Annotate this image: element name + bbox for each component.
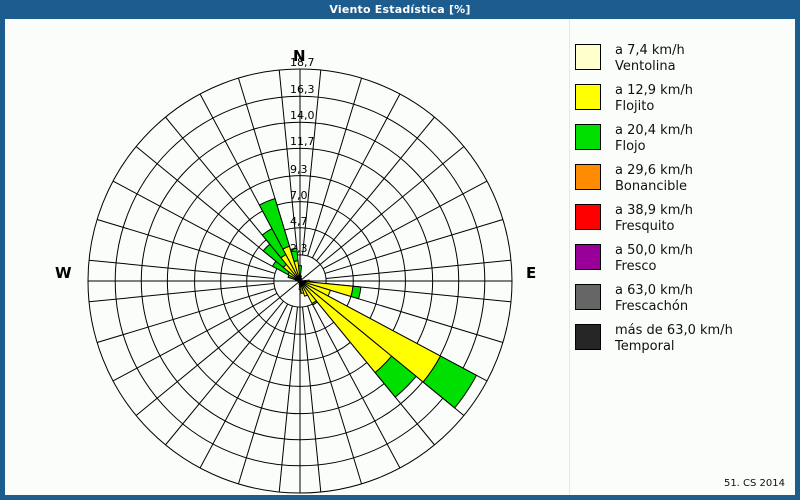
grid-spoke-13 — [311, 303, 401, 469]
legend-item[interactable]: a 63,0 km/h Frescachón — [575, 283, 790, 315]
rose-wedge-NNW-Flojo — [258, 197, 291, 250]
radial-tick-label-6: 16,3 — [290, 83, 315, 97]
compass-label-south: S — [294, 492, 305, 495]
grid-spoke-31 — [278, 69, 298, 256]
legend-label-block: más de 63,0 km/h Temporal — [615, 323, 733, 355]
grid-spoke-20 — [135, 280, 301, 416]
grid-spoke-2 — [311, 93, 401, 259]
legend-name-label: Bonancible — [615, 179, 687, 194]
legend-swatch-flojo — [575, 124, 601, 150]
legend-name-label: Fresquito — [615, 219, 675, 234]
legend-speed-label: a 12,9 km/h — [615, 83, 693, 98]
radial-tick-label-2: 7,0 — [290, 188, 308, 202]
radial-tick-label-3: 9,3 — [290, 162, 308, 176]
grid-spoke-7 — [325, 259, 512, 279]
wind-rose-plot: N S W E 2,3 4,7 7,0 9,3 11,7 14,0 16,3 18,7 — [5, 19, 565, 495]
grid-spoke-6 — [324, 218, 504, 274]
legend-label-block: a 38,9 km/h Fresquito — [615, 203, 693, 235]
legend-name-label: Frescachón — [615, 299, 689, 314]
grid-spoke-18 — [199, 303, 289, 469]
radial-tick-label-1: 4,7 — [290, 214, 308, 228]
legend-speed-label: a 50,0 km/h — [615, 243, 693, 258]
legend-swatch-fresco — [575, 244, 601, 270]
polar-axes — [88, 69, 512, 493]
wind-rose-bars — [258, 197, 478, 409]
legend-swatch-frescachón — [575, 284, 601, 310]
legend-name-label: Ventolina — [615, 59, 676, 74]
rose-wedge-NbW-Flojo — [289, 247, 299, 263]
rose-wedge-SE-Flojo — [374, 355, 417, 398]
grid-spoke-14 — [307, 305, 363, 485]
legend-item[interactable]: a 29,6 km/h Bonancible — [575, 163, 790, 195]
legend-label-block: a 12,9 km/h Flojito — [615, 83, 693, 115]
legend-name-label: Flojo — [615, 139, 646, 154]
radial-tick-label-4: 11,7 — [290, 135, 315, 149]
grid-spoke-25 — [96, 218, 276, 274]
grid-spoke-16 — [278, 306, 298, 493]
grid-spoke-24 — [88, 259, 275, 279]
grid-spoke-1 — [307, 77, 363, 257]
compass-label-west: W — [55, 264, 72, 282]
legend-item[interactable]: más de 63,0 km/h Temporal — [575, 323, 790, 355]
legend-name-label: Temporal — [615, 339, 675, 354]
legend-swatch-fresquito — [575, 204, 601, 230]
footer-credit: 51. CS 2014 — [723, 478, 785, 489]
legend-label-block: a 20,4 km/h Flojo — [615, 123, 693, 155]
grid-spoke-17 — [237, 305, 293, 485]
window-title-bar: Viento Estadística [%] — [0, 0, 800, 18]
legend-swatch-temporal — [575, 324, 601, 350]
legend-swatch-ventolina — [575, 44, 601, 70]
grid-spoke-15 — [302, 306, 322, 493]
grid-spoke-5 — [322, 180, 488, 270]
grid-spoke-26 — [112, 180, 278, 270]
grid-spoke-23 — [88, 283, 275, 303]
grid-spoke-22 — [96, 288, 276, 344]
chart-canvas: N S W E 2,3 4,7 7,0 9,3 11,7 14,0 16,3 18,7 a 7… — [4, 18, 796, 496]
legend-swatch-bonancible — [575, 164, 601, 190]
legend-item[interactable]: a 7,4 km/h Ventolina — [575, 43, 790, 75]
grid-spoke-19 — [165, 300, 284, 446]
legend-speed-label: a 38,9 km/h — [615, 203, 693, 218]
legend-name-label: Flojito — [615, 99, 655, 114]
radial-tick-label-5: 14,0 — [290, 109, 315, 123]
grid-spoke-0 — [302, 69, 322, 256]
legend-item[interactable]: a 50,0 km/h Fresco — [575, 243, 790, 275]
grid-spoke-21 — [112, 292, 278, 382]
legend-label-block: a 50,0 km/h Fresco — [615, 243, 693, 275]
grid-spoke-27 — [135, 146, 281, 265]
legend: a 7,4 km/h Ventolina a 12,9 km/h Flojito a 2… — [575, 43, 790, 363]
window-title: Viento Estadística [%] — [329, 2, 471, 16]
wind-rose-svg — [87, 68, 513, 494]
legend-swatch-flojito — [575, 84, 601, 110]
grid-spoke-4 — [299, 146, 465, 282]
legend-name-label: Fresco — [615, 259, 657, 274]
legend-item[interactable]: a 38,9 km/h Fresquito — [575, 203, 790, 235]
compass-label-north: N — [293, 47, 306, 65]
rose-wedge-SEbE-Flojo — [422, 355, 478, 409]
rose-wedge-SEbS-Flojo — [311, 300, 318, 306]
legend-item[interactable]: a 20,4 km/h Flojo — [575, 123, 790, 155]
legend-speed-label: más de 63,0 km/h — [615, 323, 733, 338]
legend-speed-label: a 20,4 km/h — [615, 123, 693, 138]
radial-tick-label-7: 18,7 — [290, 56, 315, 69]
compass-label-east: E — [526, 264, 537, 282]
legend-label-block: a 63,0 km/h Frescachón — [615, 283, 693, 315]
legend-divider — [569, 19, 570, 495]
legend-label-block: a 7,4 km/h Ventolina — [615, 43, 685, 75]
legend-item[interactable]: a 12,9 km/h Flojito — [575, 83, 790, 115]
rose-wedge-EbS-Flojo — [350, 285, 362, 300]
radial-tick-label-0: 2,3 — [290, 241, 308, 255]
legend-speed-label: a 63,0 km/h — [615, 283, 693, 298]
legend-speed-label: a 29,6 km/h — [615, 163, 693, 178]
legend-label-block: a 29,6 km/h Bonancible — [615, 163, 693, 195]
legend-speed-label: a 7,4 km/h — [615, 43, 685, 58]
grid-spoke-3 — [316, 116, 435, 262]
